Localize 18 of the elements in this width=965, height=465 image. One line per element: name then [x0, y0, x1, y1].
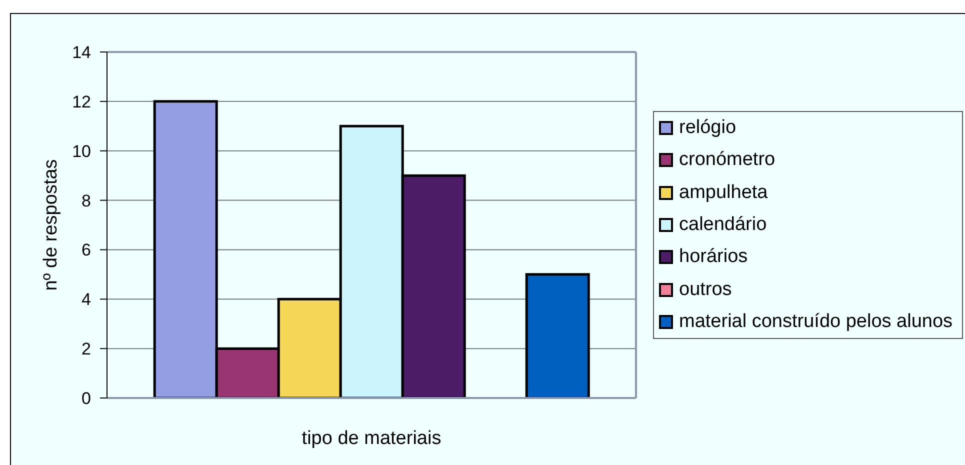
legend-label: calendário — [679, 214, 767, 236]
x-axis-title: tipo de materiais — [302, 428, 442, 449]
legend-label: relógio — [679, 117, 736, 140]
legend-label: horários — [679, 246, 748, 268]
legend-label: cronómetro — [679, 149, 776, 172]
y-tick-label: 8 — [82, 191, 91, 210]
y-tick-label: 2 — [82, 340, 91, 359]
legend-label: material construído pelos alunos — [679, 310, 953, 333]
y-tick-label: 10 — [72, 142, 91, 161]
bar — [525, 273, 590, 398]
y-tick-label: 14 — [72, 43, 91, 62]
legend-label: ampulheta — [679, 182, 768, 204]
legend-label: outros — [679, 278, 732, 301]
y-tick-label: 0 — [82, 389, 91, 408]
y-tick-label: 6 — [82, 240, 91, 260]
y-axis-title: nº de respostas — [40, 159, 62, 291]
y-tick-label: 4 — [82, 290, 91, 310]
y-tick-label: 12 — [72, 92, 91, 112]
